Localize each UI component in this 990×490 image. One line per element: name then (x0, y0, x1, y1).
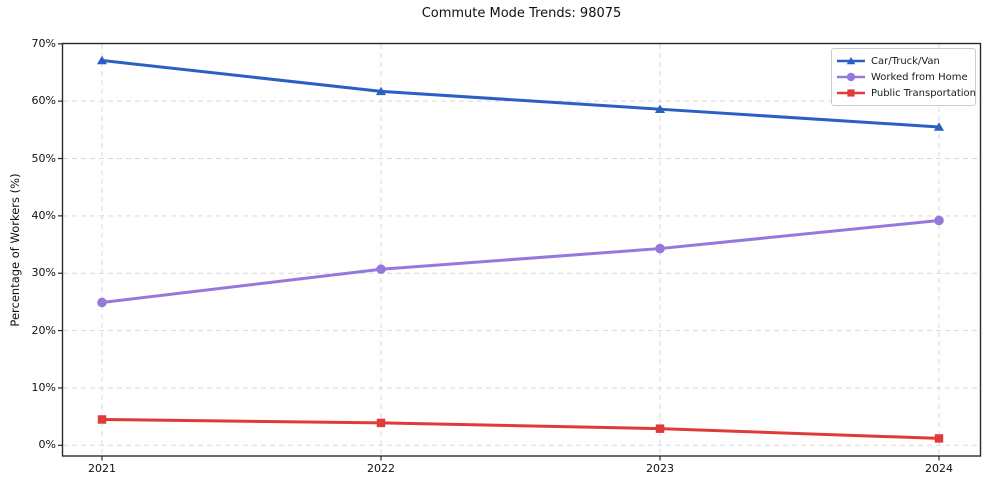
data-point-marker (933, 122, 945, 131)
x-tick-label: 2023 (646, 462, 674, 475)
data-point-marker (655, 243, 665, 254)
legend: Car/Truck/Van Worked from Home Public Tr… (831, 48, 976, 106)
legend-swatch-line-square-icon (837, 89, 865, 97)
y-tick-label: 0% (38, 438, 56, 451)
legend-label: Worked from Home (871, 71, 968, 83)
series-worked-from-home (97, 215, 944, 308)
y-tick-label: 20% (31, 324, 56, 337)
legend-item-worked-from-home: Worked from Home (836, 69, 969, 85)
data-point-marker (96, 55, 108, 65)
y-tick-label: 70% (31, 37, 56, 50)
series-car-truck-van (96, 55, 945, 131)
legend-swatch-line-circle-icon (837, 72, 865, 82)
data-point-marker (846, 57, 856, 65)
legend-label: Car/Truck/Van (871, 55, 940, 67)
y-tick-label: 10% (31, 381, 56, 394)
legend-item-car-truck-van: Car/Truck/Van (836, 53, 969, 69)
data-point-marker (375, 86, 387, 96)
series-line (101, 218, 940, 304)
data-point-marker (97, 415, 107, 424)
x-tick-label: 2022 (367, 462, 395, 475)
data-point-marker (847, 89, 855, 97)
series-line (101, 58, 940, 129)
y-tick-label: 60% (31, 94, 56, 107)
data-point-marker (376, 418, 386, 428)
chart-title: Commute Mode Trends: 98075 (421, 6, 622, 21)
data-point-marker (97, 297, 107, 308)
series-line (101, 417, 940, 440)
data-point-marker (934, 434, 944, 443)
y-tick-label: 40% (31, 209, 56, 222)
legend-swatch-line-triangle-icon (837, 57, 865, 65)
legend-label: Public Transportation (871, 87, 976, 99)
x-tick-label: 2021 (88, 462, 116, 475)
y-tick-label: 30% (31, 266, 56, 279)
data-point-marker (654, 104, 666, 113)
series-public-transportation (97, 415, 944, 443)
y-axis-label: Percentage of Workers (%) (8, 173, 22, 327)
data-point-marker (934, 215, 944, 226)
data-point-marker (376, 264, 386, 275)
legend-item-public-transportation: Public Transportation (836, 85, 976, 101)
plot-border (61, 42, 982, 457)
y-tick-label: 50% (31, 152, 56, 165)
x-tick-label: 2024 (925, 462, 953, 475)
data-point-marker (655, 424, 665, 433)
data-point-marker (846, 72, 856, 82)
